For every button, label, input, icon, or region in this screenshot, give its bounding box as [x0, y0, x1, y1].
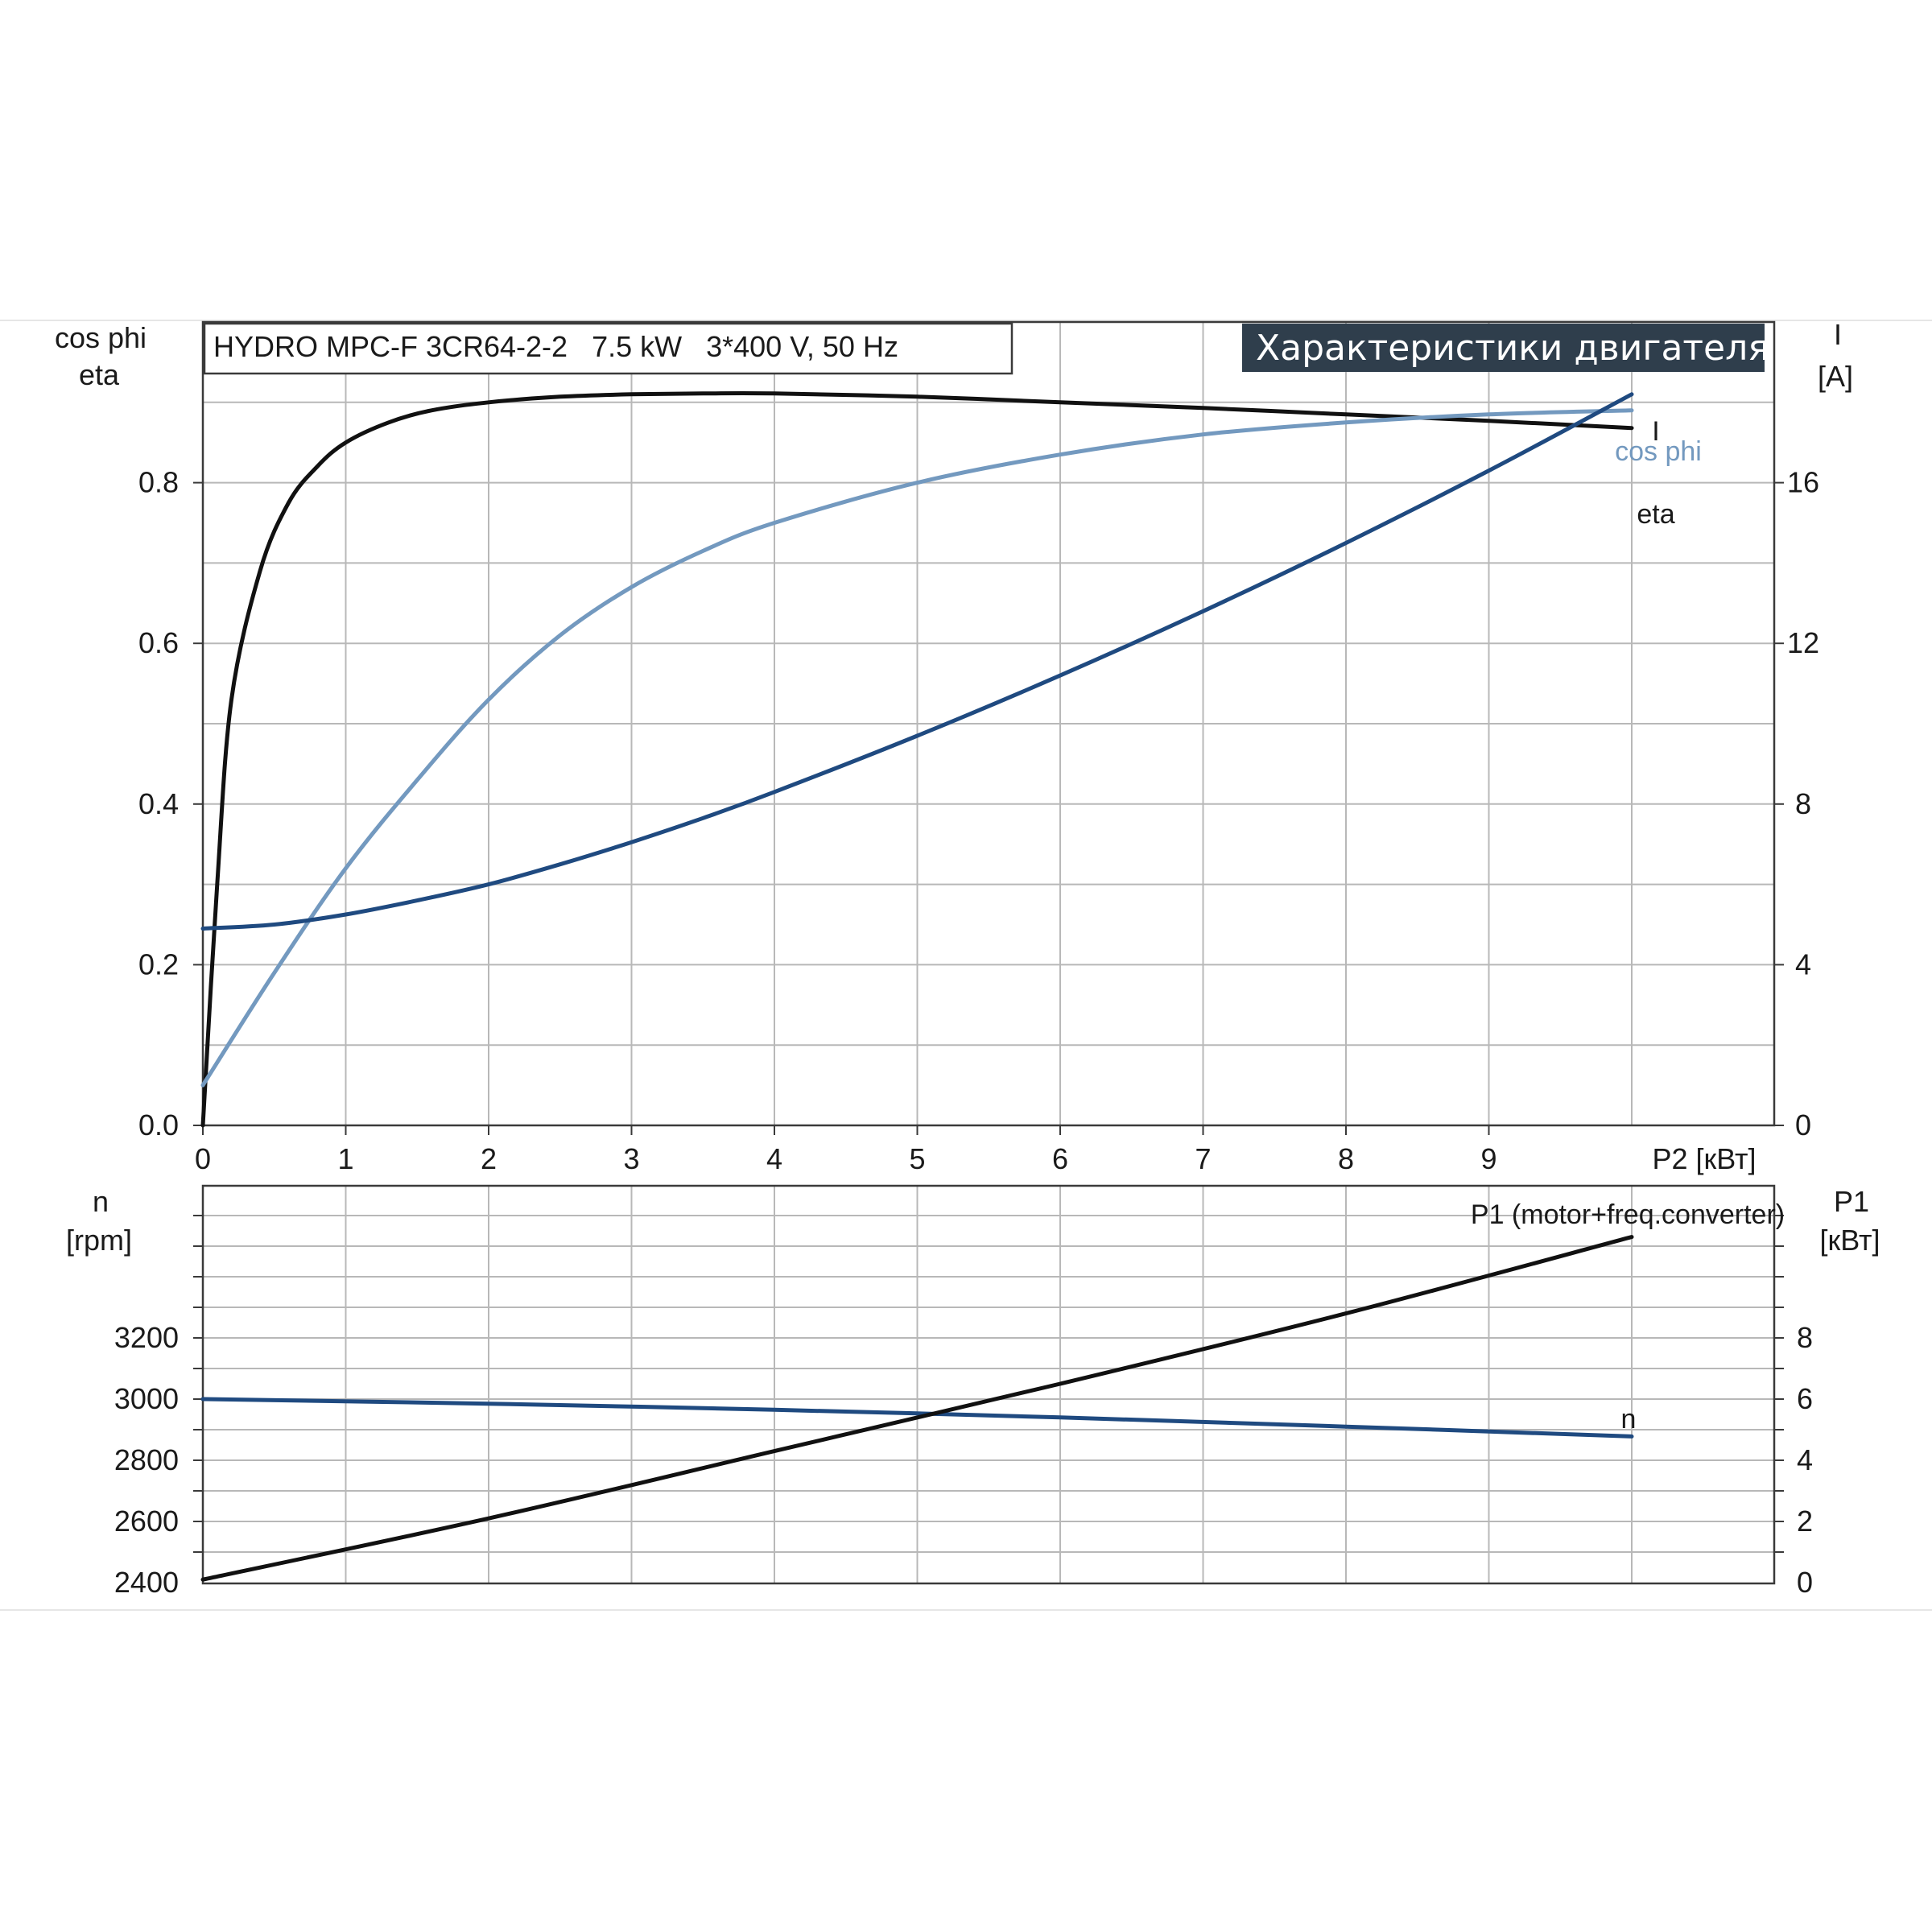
bottom-left-axis-label-1: n	[93, 1185, 109, 1218]
top-left-tick-label: 0.8	[138, 466, 179, 499]
bottom-right-tick-label: 2	[1797, 1505, 1813, 1538]
top-right-axis-label-2: [A]	[1818, 360, 1853, 393]
top-panel-series	[200, 391, 1634, 1128]
bottom-panel-frame	[201, 1184, 1776, 1585]
eta-curve-label: eta	[1637, 499, 1674, 530]
top-left-axis-label-2: eta	[79, 358, 120, 391]
current-curve-label: I	[1652, 416, 1659, 447]
x-tick-label: 5	[909, 1142, 925, 1175]
n-curve-label: n	[1621, 1404, 1637, 1435]
bottom-right-axis-label-2: [кВт]	[1819, 1224, 1880, 1257]
x-tick-label: 9	[1480, 1142, 1496, 1175]
top-right-tick-label: 12	[1787, 626, 1819, 659]
cos-phi-series	[200, 408, 1634, 1088]
bottom-panel-grid	[203, 1186, 1774, 1583]
x-tick-label: 1	[337, 1142, 353, 1175]
x-tick-label: 3	[623, 1142, 639, 1175]
bottom-left-tick-label: 3000	[114, 1382, 179, 1415]
title-box	[203, 322, 1013, 375]
bottom-panel-ticks: 2400 2600 2800 3000 3200 0 2 4 6 8	[114, 1215, 1813, 1599]
chart-title: HYDRO MPC-F 3CR64-2-2 7.5 kW 3*400 V, 50…	[213, 330, 898, 363]
top-right-tick-label: 4	[1795, 947, 1811, 980]
bottom-right-tick-label: 4	[1797, 1443, 1813, 1476]
bottom-panel-series	[200, 1235, 1634, 1582]
top-right-tick-label: 16	[1787, 466, 1819, 499]
p1-curve-label: P1 (motor+freq.converter)	[1471, 1199, 1785, 1230]
x-tick-label: 7	[1195, 1142, 1211, 1175]
eta-series	[200, 391, 1634, 1128]
x-axis-label: P2 [кВт]	[1652, 1142, 1756, 1175]
top-left-tick-label: 0.2	[138, 947, 179, 980]
p1-series	[200, 1235, 1634, 1582]
top-right-tick-label: 8	[1795, 787, 1811, 820]
top-left-tick-label: 0.4	[138, 787, 179, 820]
bottom-right-tick-label: 8	[1797, 1321, 1813, 1354]
current-series	[200, 392, 1634, 931]
x-tick-label: 8	[1338, 1142, 1354, 1175]
top-right-tick-label: 0	[1795, 1108, 1811, 1141]
bottom-right-tick-label: 6	[1797, 1382, 1813, 1415]
top-left-tick-label: 0.0	[138, 1108, 179, 1141]
x-tick-label: 0	[195, 1142, 211, 1175]
top-left-axis-label-1: cos phi	[55, 321, 147, 354]
x-tick-label: 6	[1052, 1142, 1068, 1175]
bottom-left-tick-label: 3200	[114, 1321, 179, 1354]
top-right-axis-label-1: I	[1834, 318, 1842, 351]
bottom-left-tick-label: 2600	[114, 1505, 179, 1538]
speed-series	[200, 1397, 1634, 1439]
top-panel-frame	[201, 320, 1776, 1127]
bottom-right-tick-label: 0	[1797, 1566, 1813, 1599]
bottom-left-axis-label-2: [rpm]	[66, 1224, 132, 1257]
banner-background	[1242, 324, 1765, 372]
banner-title: Характеристики двигателя	[1256, 328, 1769, 369]
x-tick-label: 4	[766, 1142, 782, 1175]
bottom-left-tick-label: 2400	[114, 1566, 179, 1599]
x-tick-label: 2	[481, 1142, 497, 1175]
cos-phi-curve-label: cos phi	[1615, 436, 1702, 467]
bottom-left-tick-label: 2800	[114, 1443, 179, 1476]
top-left-tick-label: 0.6	[138, 626, 179, 659]
bottom-right-axis-label-1: P1	[1834, 1185, 1869, 1218]
